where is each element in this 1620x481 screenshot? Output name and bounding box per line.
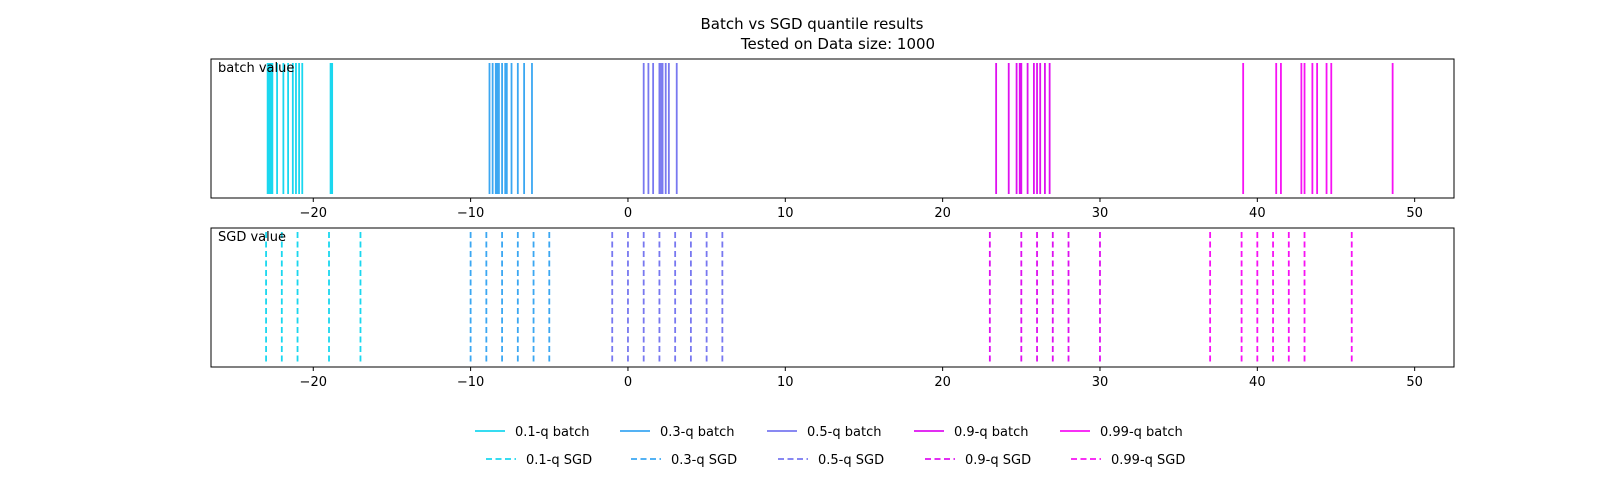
legend-item: 0.99-q batch bbox=[1060, 425, 1183, 440]
legend-label: 0.1-q SGD bbox=[526, 453, 592, 468]
legend-item: 0.1-q batch bbox=[475, 425, 589, 440]
axes-frame bbox=[210, 58, 1455, 199]
legend-label: 0.99-q SGD bbox=[1111, 453, 1185, 468]
x-tick-label: 10 bbox=[777, 206, 794, 221]
chart-title-line-1: Batch vs SGD quantile results bbox=[700, 15, 923, 33]
legend-label: 0.9-q SGD bbox=[965, 453, 1031, 468]
x-tick-label: 40 bbox=[1249, 206, 1266, 221]
x-tick-label: 0 bbox=[624, 206, 632, 221]
legend-item: 0.5-q batch bbox=[767, 425, 881, 440]
x-tick-label: −10 bbox=[457, 375, 484, 390]
legend: 0.1-q batch 0.3-q batch 0.5-q batch 0.9-q b… bbox=[475, 425, 1185, 468]
panel-batch: batch value −20 −10 0 10 20 30 40 50 bbox=[210, 58, 1455, 221]
chart-title-line-2: Tested on Data size: 1000 bbox=[740, 35, 935, 53]
x-tick-label: 20 bbox=[934, 375, 951, 390]
x-tick-label: 0 bbox=[624, 375, 632, 390]
legend-item: 0.5-q SGD bbox=[778, 453, 884, 468]
axes-frame bbox=[210, 227, 1455, 368]
legend-label: 0.9-q batch bbox=[954, 425, 1028, 440]
legend-label: 0.99-q batch bbox=[1100, 425, 1183, 440]
x-tick-label: 40 bbox=[1249, 375, 1266, 390]
x-tick-label: −20 bbox=[300, 206, 327, 221]
legend-item: 0.9-q batch bbox=[914, 425, 1028, 440]
x-tick-label: 30 bbox=[1092, 206, 1109, 221]
legend-label: 0.1-q batch bbox=[515, 425, 589, 440]
legend-item: 0.3-q batch bbox=[620, 425, 734, 440]
panels-layer: batch value −20 −10 0 10 20 30 40 50 SGD value −20… bbox=[210, 58, 1455, 390]
legend-label: 0.3-q batch bbox=[660, 425, 734, 440]
legend-item: 0.99-q SGD bbox=[1071, 453, 1185, 468]
x-tick-label: −20 bbox=[300, 375, 327, 390]
legend-item: 0.9-q SGD bbox=[925, 453, 1031, 468]
x-tick-label: 50 bbox=[1406, 206, 1423, 221]
legend-item: 0.3-q SGD bbox=[631, 453, 737, 468]
x-tick-label: 10 bbox=[777, 375, 794, 390]
legend-label: 0.3-q SGD bbox=[671, 453, 737, 468]
x-tick-label: −10 bbox=[457, 206, 484, 221]
panel-label: batch value bbox=[218, 61, 294, 76]
legend-item: 0.1-q SGD bbox=[486, 453, 592, 468]
legend-label: 0.5-q batch bbox=[807, 425, 881, 440]
x-tick-label: 50 bbox=[1406, 375, 1423, 390]
panel-sgd: SGD value −20 −10 0 10 20 30 40 50 bbox=[210, 227, 1455, 390]
x-tick-label: 20 bbox=[934, 206, 951, 221]
x-tick-label: 30 bbox=[1092, 375, 1109, 390]
panel-label: SGD value bbox=[218, 230, 286, 245]
legend-label: 0.5-q SGD bbox=[818, 453, 884, 468]
